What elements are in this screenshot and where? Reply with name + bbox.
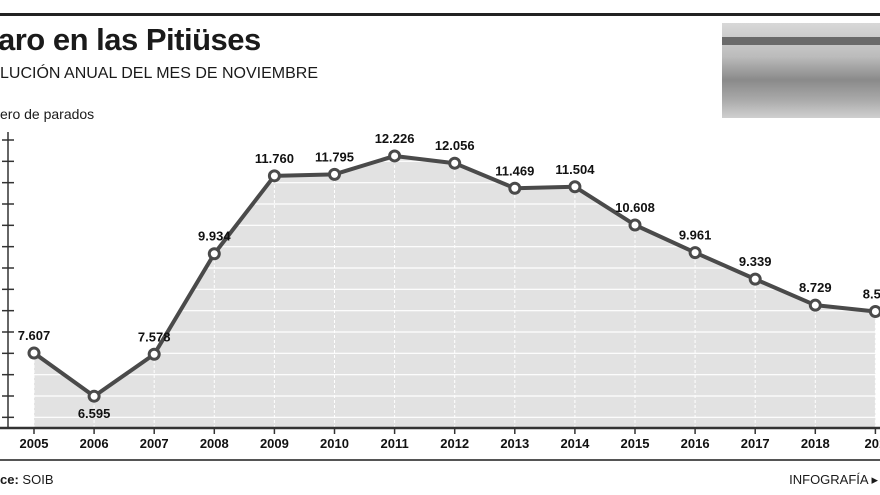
data-point xyxy=(568,180,582,194)
data-point xyxy=(207,247,221,261)
infografia-credit: INFOGRAFÍA ▸ xyxy=(789,472,878,487)
data-label: 11.760 xyxy=(255,151,294,166)
x-tick-label: 2013 xyxy=(500,436,529,451)
data-point xyxy=(27,346,41,360)
header-photo xyxy=(722,23,880,118)
x-tick-label: 2007 xyxy=(140,436,169,451)
x-tick-label: 2010 xyxy=(320,436,349,451)
x-tick-label: 2012 xyxy=(440,436,469,451)
data-label: 7.578 xyxy=(138,329,171,344)
data-point xyxy=(147,347,161,361)
data-label: 10.608 xyxy=(615,200,655,215)
source-value: SOIB xyxy=(22,472,54,487)
data-point xyxy=(448,156,462,170)
data-label: 11.504 xyxy=(555,162,595,177)
bottom-rule xyxy=(0,459,880,461)
data-label: 9.961 xyxy=(679,228,712,243)
data-point xyxy=(808,298,822,312)
data-label: 9.339 xyxy=(739,254,772,269)
data-label: 12.226 xyxy=(375,131,415,146)
data-label: 7.607 xyxy=(18,328,51,343)
data-point xyxy=(628,218,642,232)
x-tick-label: 2017 xyxy=(741,436,770,451)
data-point xyxy=(688,246,702,260)
x-tick-label: 2011 xyxy=(380,436,408,451)
x-tick-label: 2005 xyxy=(20,436,49,451)
chart-title: aro en las Pitiüses xyxy=(0,22,261,57)
data-label: 9.934 xyxy=(198,229,231,244)
data-label: 11.469 xyxy=(495,163,534,178)
data-point xyxy=(748,272,762,286)
x-tick-label: 2015 xyxy=(621,436,650,451)
x-tick-label: 2016 xyxy=(681,436,710,451)
data-point xyxy=(508,181,522,195)
x-tick-label: 2018 xyxy=(801,436,830,451)
data-label: 8.58 xyxy=(863,287,880,302)
data-point xyxy=(267,169,281,183)
data-point xyxy=(328,167,341,181)
source-note: ce: SOIB xyxy=(0,472,54,487)
data-label: 12.056 xyxy=(435,138,475,153)
x-tick-label: 201 xyxy=(865,436,880,451)
data-label: 8.729 xyxy=(799,280,832,295)
data-label: 11.795 xyxy=(315,149,354,164)
y-axis-label: ero de parados xyxy=(0,106,95,122)
top-rule xyxy=(0,13,880,16)
x-tick-label: 2008 xyxy=(200,436,229,451)
data-point xyxy=(87,389,101,403)
x-tick-label: 2014 xyxy=(560,436,590,451)
data-label: 6.595 xyxy=(78,406,111,421)
x-tick-label: 2009 xyxy=(260,436,289,451)
source-label: ce: xyxy=(0,472,19,487)
chart-subtitle: LUCIÓN ANUAL DEL MES DE NOVIEMBRE xyxy=(0,65,318,82)
photo-detail xyxy=(722,37,880,45)
data-point xyxy=(388,149,402,163)
x-tick-label: 2006 xyxy=(80,436,109,451)
data-point xyxy=(868,305,880,319)
